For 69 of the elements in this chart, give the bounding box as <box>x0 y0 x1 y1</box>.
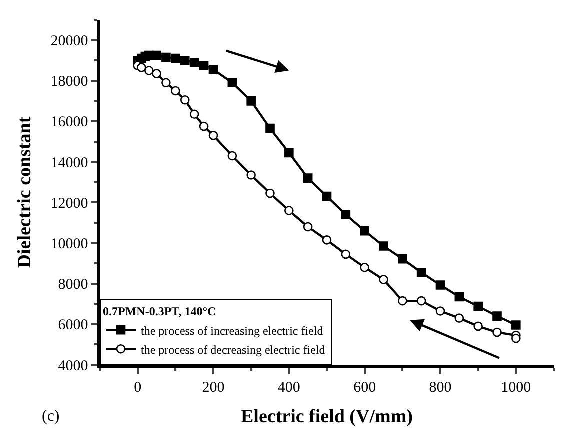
point <box>246 96 256 106</box>
point <box>474 322 483 332</box>
text: (c) <box>42 408 60 425</box>
legend-title: 0.7PMN-0.3PT, 140°C <box>103 304 216 319</box>
x-tick-label: 600 <box>354 380 376 396</box>
point <box>436 306 446 316</box>
point <box>360 262 370 272</box>
point <box>284 148 294 158</box>
point <box>284 206 294 216</box>
point <box>171 54 180 64</box>
point <box>379 242 388 251</box>
point <box>152 50 162 60</box>
point <box>144 66 154 76</box>
point <box>171 86 180 96</box>
point <box>228 151 238 161</box>
x-tick-label: 400 <box>278 380 300 396</box>
x-tick-label: 0 <box>134 380 142 396</box>
point <box>136 63 146 72</box>
y-tick-label: 12000 <box>50 196 88 212</box>
point <box>303 174 313 183</box>
point <box>474 302 483 312</box>
x-tick-label: 1000 <box>501 380 532 396</box>
point <box>228 78 238 88</box>
y-axis-title: Dielectric constant <box>14 116 36 268</box>
point <box>492 328 502 338</box>
x-tick-label: 200 <box>202 380 225 396</box>
point <box>266 188 275 198</box>
y-tick-label: 20000 <box>50 34 88 50</box>
point <box>303 222 313 232</box>
point <box>398 254 408 264</box>
point <box>208 65 218 74</box>
y-tick-label: 16000 <box>50 114 88 131</box>
point <box>180 96 190 105</box>
point <box>162 52 171 62</box>
point <box>416 296 426 306</box>
y-tick-label: 14000 <box>50 155 88 172</box>
point <box>190 58 200 68</box>
y-tick-label: 8000 <box>58 277 88 294</box>
y-tick-label: 10000 <box>50 236 88 252</box>
point <box>341 250 351 260</box>
point <box>199 122 209 132</box>
point <box>180 56 190 66</box>
point <box>152 69 162 78</box>
point <box>246 170 256 180</box>
point <box>379 275 388 284</box>
point <box>190 110 200 120</box>
point <box>512 334 521 344</box>
point <box>454 314 464 323</box>
point <box>266 124 275 134</box>
point <box>492 312 502 321</box>
y-tick-label: 4000 <box>58 358 88 374</box>
point <box>322 236 332 245</box>
point <box>208 131 218 140</box>
point <box>512 320 521 330</box>
point <box>341 210 351 220</box>
x-axis-title: Electric field (V/mm) <box>241 406 413 428</box>
point <box>436 280 446 290</box>
y-tick-label: 18000 <box>50 74 88 90</box>
point <box>360 226 370 236</box>
point <box>454 292 464 302</box>
point <box>199 61 209 70</box>
legend-label: the process of increasing electric field <box>141 324 324 338</box>
y-tick-label: 6000 <box>58 318 88 334</box>
point <box>398 296 408 306</box>
point <box>416 268 426 278</box>
legend-label: the process of decreasing electric field <box>141 342 326 357</box>
point <box>162 78 171 88</box>
point <box>322 192 332 202</box>
x-tick-label: 800 <box>429 380 452 396</box>
